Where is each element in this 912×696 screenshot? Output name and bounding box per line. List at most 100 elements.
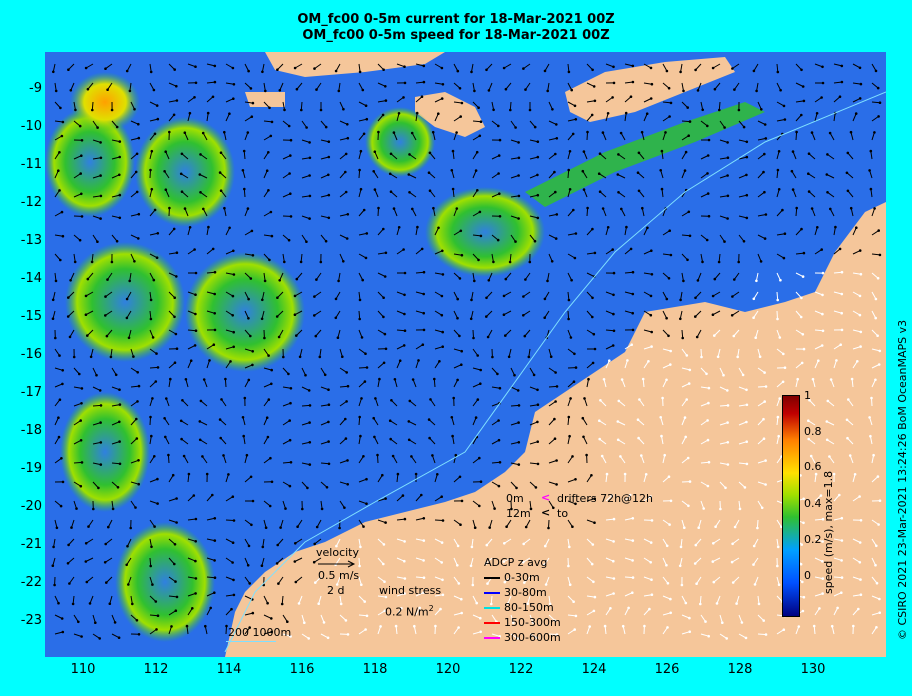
current-arrow	[149, 169, 151, 179]
current-arrow	[282, 500, 286, 509]
arrow-head	[403, 271, 407, 275]
current-arrow	[52, 63, 56, 72]
arrow-head	[246, 131, 250, 134]
arrow-head	[361, 88, 365, 92]
current-arrow	[339, 253, 344, 262]
current-arrow	[814, 474, 817, 483]
arrow-head	[529, 507, 533, 511]
current-arrow	[605, 538, 614, 542]
arrow-head	[573, 104, 577, 108]
arrow-head	[572, 208, 575, 212]
arrow-head	[422, 80, 426, 84]
current-arrow	[298, 595, 303, 604]
current-arrow	[582, 170, 588, 179]
adcp-line-icon	[484, 607, 500, 609]
current-arrow	[681, 101, 689, 108]
current-arrow	[753, 63, 759, 72]
arrow-head	[745, 440, 748, 444]
arrow-head	[456, 316, 459, 320]
arrow-head	[640, 130, 644, 134]
current-arrow	[316, 519, 322, 528]
current-arrow	[244, 627, 251, 635]
arrow-head	[247, 378, 251, 382]
arrow-head	[364, 352, 367, 356]
current-arrow	[453, 101, 462, 104]
current-arrow	[105, 63, 113, 70]
current-arrow	[452, 151, 455, 160]
current-arrow	[206, 557, 215, 561]
arrow-head	[86, 87, 90, 91]
current-arrow	[871, 329, 878, 337]
colorbar-label: speed (m/s), max=1.8	[822, 470, 835, 594]
arrow-head	[428, 151, 432, 155]
current-arrow	[605, 291, 614, 296]
arrow-head	[800, 113, 803, 117]
current-arrow	[586, 519, 595, 524]
arrow-head	[821, 312, 824, 316]
current-arrow	[107, 82, 113, 90]
arrow-head	[555, 459, 558, 462]
current-arrow	[282, 253, 285, 262]
current-arrow	[377, 538, 385, 545]
arrow-head	[876, 86, 880, 90]
current-arrow	[92, 422, 101, 426]
arrow-head	[726, 441, 730, 444]
current-arrow	[599, 191, 607, 198]
bathymetry-legend: 200 1000m	[228, 626, 292, 639]
arrow-head	[840, 292, 844, 296]
current-arrow	[261, 63, 265, 72]
arrow-head	[505, 525, 508, 528]
current-arrow	[282, 155, 291, 160]
arrow-head	[451, 149, 455, 153]
arrow-head	[346, 136, 350, 140]
arrow-head	[361, 278, 365, 282]
current-arrow	[738, 139, 747, 143]
arrow-head	[403, 517, 407, 521]
arrow-head	[454, 453, 458, 457]
arrow-head	[118, 440, 121, 443]
current-arrow	[871, 132, 875, 141]
lat-label: -22	[20, 575, 42, 590]
current-arrow	[544, 291, 550, 300]
current-arrow	[567, 133, 574, 141]
arrow-head	[683, 169, 687, 172]
current-arrow	[206, 344, 215, 350]
arrow-head	[287, 124, 291, 128]
arrow-head	[790, 169, 794, 173]
arrow-head	[593, 497, 596, 501]
lon-label: 112	[143, 662, 169, 677]
arrow-head	[477, 258, 480, 262]
arrow-head	[66, 562, 70, 565]
arrow-head	[713, 334, 716, 337]
arrow-head	[458, 87, 462, 90]
arrow-head	[150, 187, 154, 191]
current-arrow	[87, 272, 94, 280]
arrow-head	[383, 275, 387, 278]
arrow-head	[441, 273, 445, 276]
arrow-head	[725, 637, 728, 640]
arrow-head	[96, 240, 99, 243]
current-arrow	[776, 272, 781, 281]
arrow-head	[479, 368, 483, 372]
current-arrow	[567, 519, 573, 527]
arrow-head	[108, 602, 112, 605]
arrow-head	[346, 633, 350, 636]
current-arrow	[453, 627, 460, 635]
current-arrow	[358, 63, 361, 72]
current-arrow	[700, 402, 709, 407]
arrow-head	[752, 563, 755, 566]
arrow-head	[623, 472, 627, 476]
arrow-head	[441, 593, 445, 597]
current-arrow	[149, 291, 152, 300]
current-arrow	[86, 329, 94, 336]
arrow-head	[473, 89, 476, 93]
current-arrow	[358, 232, 367, 236]
current-arrow	[415, 592, 424, 597]
arrow-head	[456, 564, 459, 567]
current-arrow	[282, 386, 291, 389]
arrow-head	[232, 330, 235, 334]
current-arrow	[168, 610, 177, 616]
arrow-head	[478, 210, 482, 214]
arrow-head	[826, 399, 830, 403]
current-arrow	[225, 594, 234, 597]
